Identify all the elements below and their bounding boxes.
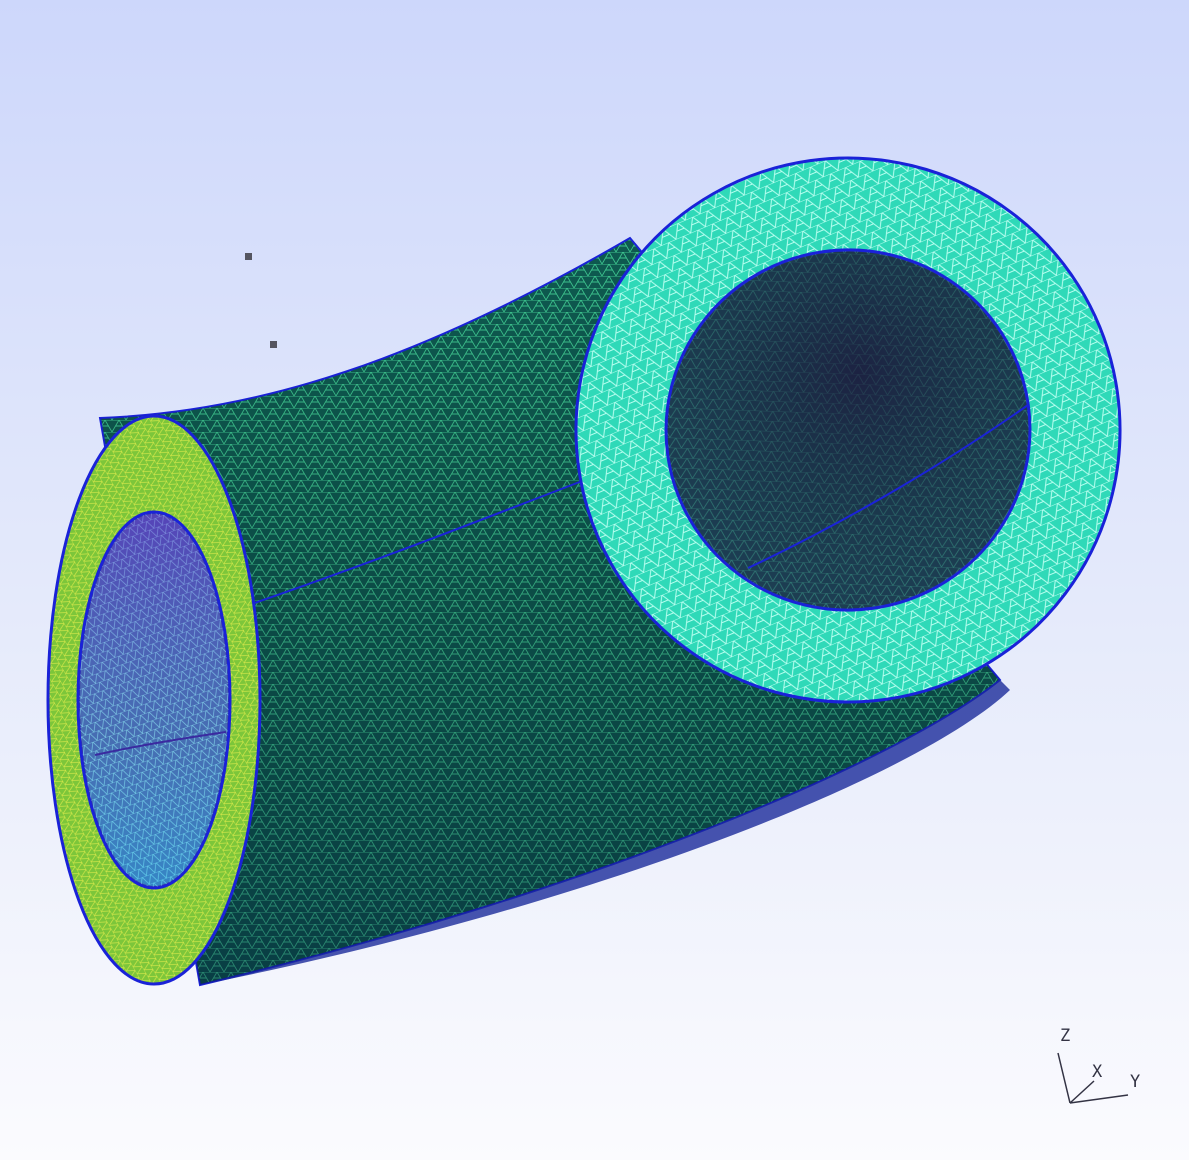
axis-z-label: Z: [1060, 1026, 1070, 1046]
bore-seam: [747, 404, 1029, 569]
stray-mesh-nodes: [245, 253, 277, 348]
right-end-face[interactable]: [541, 123, 1155, 737]
axis-x-label: X: [1092, 1062, 1103, 1082]
axis-lines: [1057, 1052, 1129, 1104]
axis-y-label: Y: [1130, 1072, 1140, 1092]
left-end-face[interactable]: [46, 414, 262, 986]
axis-triad: Z X Y: [1057, 1026, 1140, 1104]
seam-line: [239, 477, 591, 609]
